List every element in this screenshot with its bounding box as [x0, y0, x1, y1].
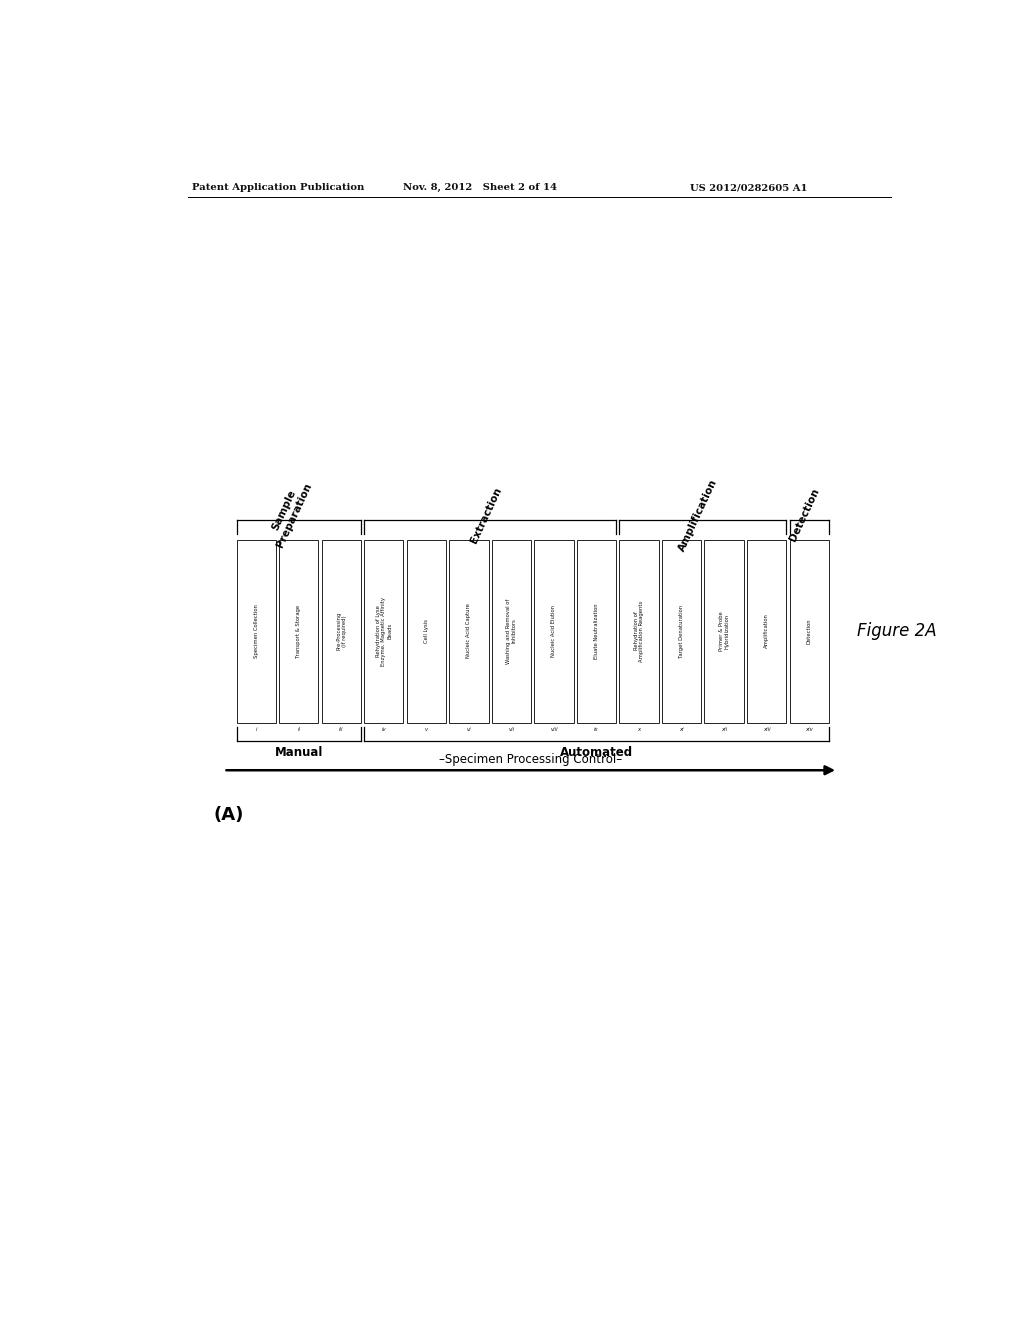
Text: xiii: xiii	[763, 727, 770, 733]
Text: Transport & Storage: Transport & Storage	[296, 605, 301, 657]
Text: Nucleic Acid Capture: Nucleic Acid Capture	[467, 603, 471, 659]
Text: Detection: Detection	[807, 618, 812, 644]
Text: viii: viii	[550, 727, 558, 733]
Bar	[450, 540, 488, 722]
Text: Primer & Probe
Hybridization: Primer & Probe Hybridization	[719, 611, 729, 651]
Bar	[620, 540, 658, 722]
Bar	[365, 540, 403, 722]
Text: iv: iv	[382, 727, 386, 733]
Text: Amplification: Amplification	[764, 614, 769, 648]
Text: Nov. 8, 2012   Sheet 2 of 14: Nov. 8, 2012 Sheet 2 of 14	[403, 183, 557, 191]
Bar	[705, 540, 743, 722]
Text: Cell Lysis: Cell Lysis	[424, 619, 429, 643]
Text: Nucleic Acid Elution: Nucleic Acid Elution	[552, 605, 556, 657]
Text: x: x	[638, 727, 641, 733]
Text: Washing and Removal of
Inhibitors: Washing and Removal of Inhibitors	[506, 598, 517, 664]
Text: ii: ii	[297, 727, 300, 733]
Text: Specimen Collection: Specimen Collection	[254, 605, 259, 657]
Text: Sample
Preparation: Sample Preparation	[264, 477, 313, 549]
Text: (A): (A)	[213, 807, 244, 825]
Text: Eluate Neutralization: Eluate Neutralization	[594, 603, 599, 659]
Text: Automated: Automated	[560, 746, 633, 759]
Bar	[492, 540, 531, 722]
Text: Target Denaturation: Target Denaturation	[679, 605, 684, 657]
Text: Detection: Detection	[787, 487, 821, 544]
Text: xii: xii	[721, 727, 727, 733]
Bar	[407, 540, 446, 722]
Text: US 2012/0282605 A1: US 2012/0282605 A1	[690, 183, 807, 191]
Bar	[748, 540, 786, 722]
Text: Pre-Processing
(if required): Pre-Processing (if required)	[336, 612, 347, 651]
Bar	[662, 540, 701, 722]
Text: i: i	[256, 727, 257, 733]
Bar	[577, 540, 616, 722]
Text: –Specimen Processing Control–: –Specimen Processing Control–	[439, 752, 623, 766]
Text: Rehydration of Lyse
Enzyme, Magnetic Affinity
Beads: Rehydration of Lyse Enzyme, Magnetic Aff…	[376, 597, 392, 665]
Text: vi: vi	[467, 727, 471, 733]
Text: xi: xi	[679, 727, 684, 733]
Bar	[535, 540, 573, 722]
Text: iii: iii	[339, 727, 344, 733]
Text: Extraction: Extraction	[468, 486, 503, 545]
Text: Manual: Manual	[274, 746, 324, 759]
Text: v: v	[425, 727, 428, 733]
Text: ix: ix	[594, 727, 599, 733]
Text: Figure 2A: Figure 2A	[857, 622, 937, 640]
Bar	[790, 540, 828, 722]
Text: Amplification: Amplification	[677, 478, 720, 553]
Text: xiv: xiv	[805, 727, 813, 733]
Text: Rehydration of
Amplification Reagents: Rehydration of Amplification Reagents	[634, 601, 644, 661]
Bar	[237, 540, 275, 722]
Bar	[280, 540, 318, 722]
Text: Patent Application Publication: Patent Application Publication	[191, 183, 364, 191]
Text: vii: vii	[509, 727, 514, 733]
Bar	[322, 540, 361, 722]
